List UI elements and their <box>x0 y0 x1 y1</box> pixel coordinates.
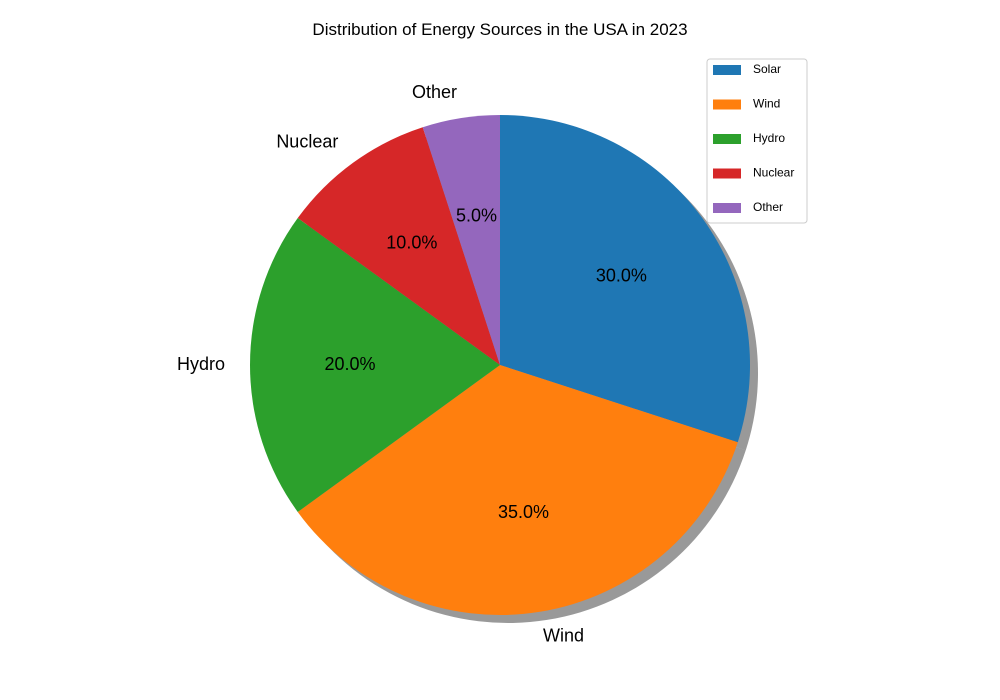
legend-label-wind: Wind <box>753 97 780 111</box>
pie-slice-nuclear <box>297 127 500 365</box>
percent-label-hydro: 20.0% <box>324 354 375 374</box>
legend-label-nuclear: Nuclear <box>753 166 794 180</box>
percent-label-other: 5.0% <box>456 206 497 226</box>
legend-swatch-solar <box>713 65 741 75</box>
legend-swatch-nuclear <box>713 168 741 179</box>
slice-label-wind: Wind <box>543 625 584 645</box>
legend: Solar Wind Hydro Nuclear Other <box>706 58 808 224</box>
slice-label-nuclear: Nuclear <box>276 131 338 151</box>
pie-slice-wind <box>297 365 738 615</box>
legend-label-other: Other <box>753 200 783 214</box>
legend-swatch-wind <box>713 99 741 110</box>
slice-label-other: Other <box>412 82 457 102</box>
pie-slice-hydro <box>250 218 500 512</box>
chart-title: Distribution of Energy Sources in the US… <box>312 20 687 39</box>
percent-label-wind: 35.0% <box>498 502 549 522</box>
legend-swatch-other <box>713 203 741 213</box>
percent-label-solar: 30.0% <box>596 266 647 286</box>
pie-slices <box>250 115 750 615</box>
pie-slice-solar <box>500 115 750 443</box>
pie-slice-other <box>422 115 500 365</box>
legend-label-solar: Solar <box>753 62 781 76</box>
percent-label-nuclear: 10.0% <box>386 232 437 252</box>
legend-label-hydro: Hydro <box>753 131 785 145</box>
legend-swatch-hydro <box>713 134 741 144</box>
slice-label-hydro: Hydro <box>177 354 225 374</box>
